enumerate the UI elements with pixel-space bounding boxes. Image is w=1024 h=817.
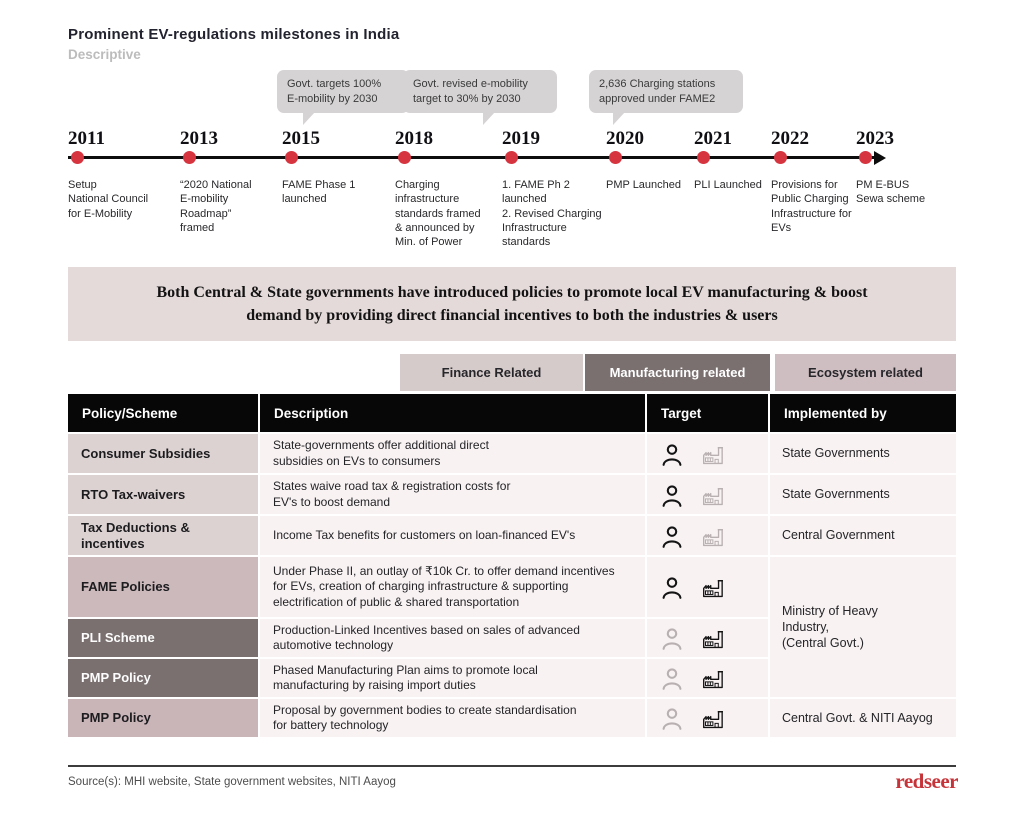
milestone-dot-icon (505, 151, 518, 164)
timeline-event-2021: 2021 PLI Launched (694, 128, 804, 191)
event-year: 2022 (771, 128, 809, 149)
timeline-event-2019: 2019 1. FAME Ph 2 launched 2. Revised Ch… (502, 128, 612, 248)
factory-icon (701, 441, 728, 467)
person-icon (660, 524, 684, 548)
implemented-by-merged: Ministry of Heavy Industry, (Central Gov… (770, 557, 956, 697)
event-description: PMP Launched (606, 179, 682, 191)
legend-manufacturing-related: Manufacturing related (585, 354, 770, 391)
person-icon (660, 706, 684, 730)
person-icon (660, 483, 684, 507)
timeline-event-2015: 2015 FAME Phase 1 launched (282, 128, 392, 205)
timeline: Govt. targets 100% E-mobility by 2030 Go… (68, 68, 964, 263)
milestone-dot-icon (183, 151, 196, 164)
milestone-dot-icon (71, 151, 84, 164)
policy-name: Tax Deductions & incentives (68, 516, 258, 555)
target-cell (647, 516, 768, 555)
timeline-axis (68, 156, 876, 159)
factory-icon (701, 574, 728, 600)
factory-icon (701, 665, 728, 691)
page-subtitle: Descriptive (68, 47, 141, 62)
policy-description: Income Tax benefits for customers on loa… (260, 516, 645, 555)
event-description: 1. FAME Ph 2 launched 2. Revised Chargin… (502, 179, 602, 249)
callout-2020: 2,636 Charging stations approved under F… (589, 70, 743, 126)
event-description: Provisions for Public Charging Infrastru… (771, 179, 852, 234)
event-year: 2020 (606, 128, 644, 149)
event-description: Charging infrastructure standards framed… (395, 179, 481, 249)
implemented-by: Central Govt. & NITI Aayog (770, 699, 956, 737)
target-cell (647, 619, 768, 657)
event-year: 2015 (282, 128, 320, 149)
timeline-event-2020: 2020 PMP Launched (606, 128, 716, 191)
timeline-event-2013: 2013 “2020 National E-mobility Roadmap” … (180, 128, 290, 234)
policy-description: States waive road tax & registration cos… (260, 475, 645, 514)
timeline-event-2011: 2011 Setup National Council for E-Mobili… (68, 128, 178, 220)
implemented-by: Central Government (770, 516, 956, 555)
redseer-logo: redseer (895, 769, 958, 793)
legend-ecosystem-related: Ecosystem related (775, 354, 956, 391)
callout-2015: Govt. targets 100% E-mobility by 2030 (277, 70, 409, 126)
policy-name: FAME Policies (68, 557, 258, 617)
factory-icon (701, 705, 728, 731)
milestone-dot-icon (609, 151, 622, 164)
footer-divider (68, 765, 956, 767)
target-cell (647, 557, 768, 617)
summary-banner: Both Central & State governments have in… (68, 267, 956, 341)
factory-icon (701, 482, 728, 508)
policy-description: Proposal by government bodies to create … (260, 699, 645, 737)
milestone-dot-icon (285, 151, 298, 164)
source-note: Source(s): MHI website, State government… (68, 776, 396, 788)
callout-2018: Govt. revised e-mobility target to 30% b… (403, 70, 557, 126)
milestone-dot-icon (859, 151, 872, 164)
timeline-event-2018: 2018 Charging infrastructure standards f… (395, 128, 505, 248)
event-description: Setup National Council for E-Mobility (68, 179, 149, 220)
event-year: 2019 (502, 128, 540, 149)
implemented-by: State Governments (770, 434, 956, 473)
milestone-dot-icon (398, 151, 411, 164)
timeline-event-2022: 2022 Provisions for Public Charging Infr… (771, 128, 881, 234)
policy-description: State-governments offer additional direc… (260, 434, 645, 473)
column-header-description: Description (260, 394, 645, 432)
factory-icon (701, 523, 728, 549)
person-icon (660, 666, 684, 690)
page-title: Prominent EV-regulations milestones in I… (68, 26, 400, 43)
event-description: PLI Launched (694, 179, 762, 191)
timeline-arrow-icon (874, 150, 886, 165)
category-legend: Finance Related Manufacturing related Ec… (68, 354, 956, 391)
column-header-policy: Policy/Scheme (68, 394, 258, 432)
policy-description: Phased Manufacturing Plan aims to promot… (260, 659, 645, 697)
policy-name: PLI Scheme (68, 619, 258, 657)
milestone-dot-icon (697, 151, 710, 164)
implemented-by: State Governments (770, 475, 956, 514)
summary-banner-text: Both Central & State governments have in… (156, 283, 868, 324)
policy-description: Under Phase II, an outlay of ₹10k Cr. to… (260, 557, 645, 617)
factory-icon (701, 625, 728, 651)
person-icon (660, 575, 684, 599)
policy-table: Policy/Scheme Description Target Impleme… (68, 394, 956, 737)
policy-name: PMP Policy (68, 699, 258, 737)
target-cell (647, 659, 768, 697)
event-year: 2013 (180, 128, 218, 149)
event-description: PM E-BUS Sewa scheme (856, 179, 926, 206)
event-description: FAME Phase 1 launched (282, 179, 356, 206)
person-icon (660, 442, 684, 466)
event-year: 2023 (856, 128, 894, 149)
timeline-event-2023: 2023 PM E-BUS Sewa scheme (856, 128, 966, 205)
policy-description: Production-Linked Incentives based on sa… (260, 619, 645, 657)
legend-finance-related: Finance Related (400, 354, 583, 391)
column-header-implemented-by: Implemented by (770, 394, 956, 432)
milestone-dot-icon (774, 151, 787, 164)
event-year: 2018 (395, 128, 433, 149)
target-cell (647, 434, 768, 473)
event-year: 2021 (694, 128, 732, 149)
target-cell (647, 475, 768, 514)
policy-name: Consumer Subsidies (68, 434, 258, 473)
policy-name: PMP Policy (68, 659, 258, 697)
event-year: 2011 (68, 128, 105, 149)
person-icon (660, 626, 684, 650)
policy-name: RTO Tax-waivers (68, 475, 258, 514)
event-description: “2020 National E-mobility Roadmap” frame… (180, 179, 252, 234)
target-cell (647, 699, 768, 737)
column-header-target: Target (647, 394, 768, 432)
